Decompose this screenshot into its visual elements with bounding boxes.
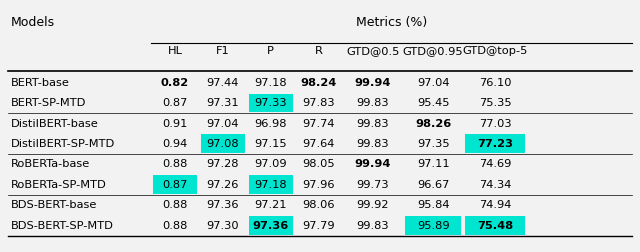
FancyBboxPatch shape <box>404 216 461 235</box>
Text: 77.23: 77.23 <box>477 139 513 149</box>
Text: 99.94: 99.94 <box>355 159 391 169</box>
Text: 97.11: 97.11 <box>417 159 449 169</box>
Text: 0.88: 0.88 <box>163 159 188 169</box>
FancyBboxPatch shape <box>248 175 292 194</box>
Text: 97.36: 97.36 <box>253 221 289 231</box>
Text: 0.88: 0.88 <box>163 221 188 231</box>
Text: 97.33: 97.33 <box>254 98 287 108</box>
Text: 74.34: 74.34 <box>479 180 511 190</box>
Text: HL: HL <box>168 46 182 56</box>
Text: BDS-BERT-base: BDS-BERT-base <box>11 200 97 210</box>
Text: 95.89: 95.89 <box>417 221 449 231</box>
Text: BERT-base: BERT-base <box>11 78 70 88</box>
FancyBboxPatch shape <box>465 216 525 235</box>
FancyBboxPatch shape <box>201 135 245 153</box>
Text: 0.87: 0.87 <box>163 180 188 190</box>
Text: 74.94: 74.94 <box>479 200 511 210</box>
Text: GTD@0.95: GTD@0.95 <box>403 46 463 56</box>
Text: R: R <box>314 46 323 56</box>
Text: 97.44: 97.44 <box>207 78 239 88</box>
Text: 95.45: 95.45 <box>417 98 449 108</box>
Text: BDS-BERT-SP-MTD: BDS-BERT-SP-MTD <box>11 221 114 231</box>
Text: DistilBERT-SP-MTD: DistilBERT-SP-MTD <box>11 139 115 149</box>
Text: BERT-SP-MTD: BERT-SP-MTD <box>11 98 86 108</box>
Text: 97.08: 97.08 <box>207 139 239 149</box>
Text: 97.28: 97.28 <box>207 159 239 169</box>
Text: 0.88: 0.88 <box>163 200 188 210</box>
Text: 96.98: 96.98 <box>254 118 287 129</box>
Text: 77.03: 77.03 <box>479 118 511 129</box>
Text: 97.36: 97.36 <box>207 200 239 210</box>
Text: 97.18: 97.18 <box>254 180 287 190</box>
Text: 97.31: 97.31 <box>207 98 239 108</box>
Text: 99.83: 99.83 <box>356 221 389 231</box>
Text: 99.83: 99.83 <box>356 118 389 129</box>
Text: 97.04: 97.04 <box>417 78 449 88</box>
Text: GTD@0.5: GTD@0.5 <box>346 46 399 56</box>
Text: 98.06: 98.06 <box>302 200 335 210</box>
Text: 97.21: 97.21 <box>254 200 287 210</box>
Text: 97.18: 97.18 <box>254 78 287 88</box>
Text: Models: Models <box>11 16 55 29</box>
Text: 0.94: 0.94 <box>163 139 188 149</box>
Text: 99.73: 99.73 <box>356 180 389 190</box>
Text: 97.15: 97.15 <box>254 139 287 149</box>
Text: 98.24: 98.24 <box>300 78 337 88</box>
Text: 75.35: 75.35 <box>479 98 511 108</box>
Text: 74.69: 74.69 <box>479 159 511 169</box>
Text: 97.09: 97.09 <box>254 159 287 169</box>
FancyBboxPatch shape <box>248 93 292 112</box>
Text: 99.83: 99.83 <box>356 98 389 108</box>
FancyBboxPatch shape <box>248 216 292 235</box>
Text: RoBERTa-base: RoBERTa-base <box>11 159 90 169</box>
Text: RoBERTa-SP-MTD: RoBERTa-SP-MTD <box>11 180 107 190</box>
Text: 96.67: 96.67 <box>417 180 449 190</box>
Text: 0.82: 0.82 <box>161 78 189 88</box>
Text: P: P <box>267 46 274 56</box>
Text: Metrics (%): Metrics (%) <box>356 16 428 29</box>
Text: 97.74: 97.74 <box>302 118 335 129</box>
Text: 97.30: 97.30 <box>207 221 239 231</box>
Text: 75.48: 75.48 <box>477 221 513 231</box>
Text: 97.83: 97.83 <box>302 98 335 108</box>
Text: 99.92: 99.92 <box>356 200 389 210</box>
Text: 99.94: 99.94 <box>355 78 391 88</box>
Text: 76.10: 76.10 <box>479 78 511 88</box>
FancyBboxPatch shape <box>153 175 197 194</box>
Text: 98.26: 98.26 <box>415 118 451 129</box>
Text: GTD@top-5: GTD@top-5 <box>463 46 528 56</box>
Text: F1: F1 <box>216 46 230 56</box>
Text: 99.83: 99.83 <box>356 139 389 149</box>
Text: DistilBERT-base: DistilBERT-base <box>11 118 99 129</box>
Text: 97.04: 97.04 <box>207 118 239 129</box>
Text: 97.79: 97.79 <box>302 221 335 231</box>
Text: 0.87: 0.87 <box>163 98 188 108</box>
Text: 97.35: 97.35 <box>417 139 449 149</box>
Text: 0.91: 0.91 <box>163 118 188 129</box>
Text: 97.96: 97.96 <box>302 180 335 190</box>
Text: 97.26: 97.26 <box>207 180 239 190</box>
FancyBboxPatch shape <box>465 135 525 153</box>
Text: 97.64: 97.64 <box>302 139 335 149</box>
Text: 95.84: 95.84 <box>417 200 449 210</box>
Text: 98.05: 98.05 <box>302 159 335 169</box>
